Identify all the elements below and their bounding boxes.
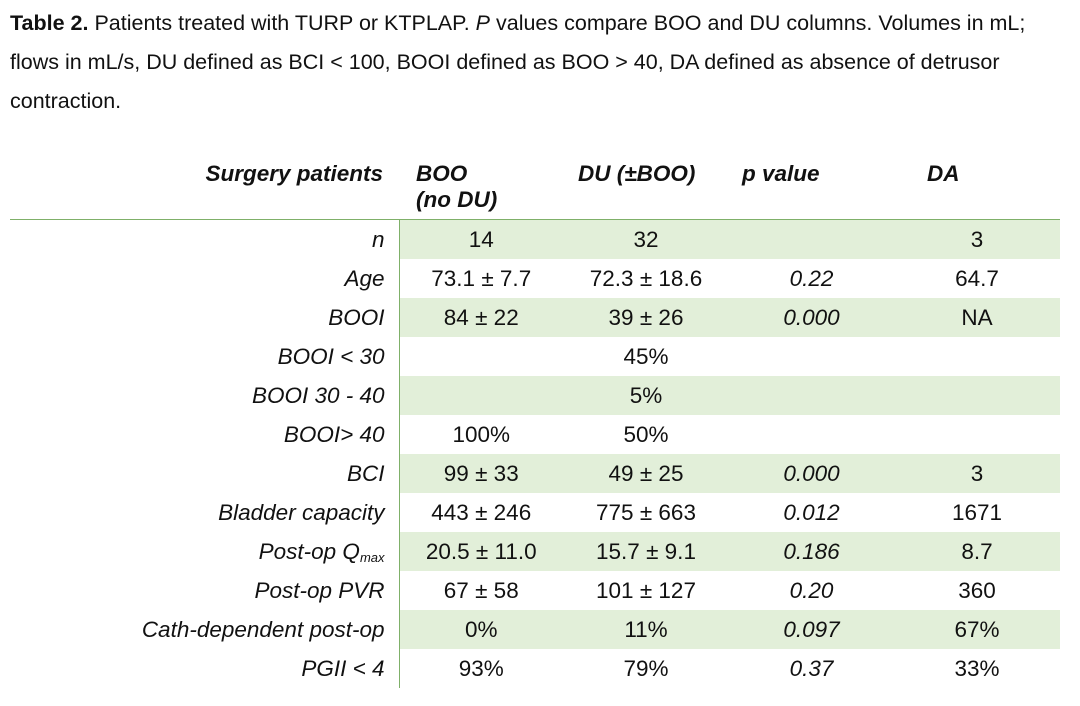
cell-boo — [399, 337, 563, 376]
cell-da — [894, 415, 1060, 454]
row-label: BOOI 30 - 40 — [10, 376, 400, 415]
cell-du: 32 — [563, 219, 729, 259]
cell-da: 33% — [954, 655, 1000, 681]
cell-da: 67% — [894, 610, 1060, 649]
caption-text-1: Patients treated with TURP or KTPLAP. — [88, 11, 476, 35]
cell-boo: 20.5 ± 11.0 — [399, 532, 563, 571]
cell-boo: 99 ± 33 — [399, 454, 563, 493]
cell-da: 64.7 — [955, 265, 999, 291]
cell-du: 15.7 ± 9.1 — [563, 532, 729, 571]
cell-p-value: 0.012 — [783, 499, 840, 525]
cell-boo — [399, 376, 563, 415]
table-caption: Table 2. Patients treated with TURP or K… — [10, 4, 1076, 121]
cell-du: 49 ± 25 — [563, 454, 729, 493]
cell-da: 3 — [894, 454, 1060, 493]
row-label: BOOI> 40 — [10, 415, 400, 454]
cell-da: 8.7 — [894, 532, 1060, 571]
cell-da: 3 — [894, 219, 1060, 259]
cell-p-value: 0.37 — [789, 655, 834, 681]
cell-du: 5% — [563, 376, 729, 415]
caption-text-2: values compare BOO and DU columns. Volum… — [10, 11, 1026, 113]
cell-du: 45% — [623, 343, 669, 369]
row-label: n — [10, 219, 400, 259]
cell-du: 101 ± 127 — [596, 577, 696, 603]
cell-boo: 73.1 ± 7.7 — [431, 265, 532, 291]
table-row: PGII < 4 93% 79% 0.37 33% — [10, 649, 1060, 688]
cell-p-value: 0.20 — [789, 577, 834, 603]
cell-da — [894, 337, 1060, 376]
cell-p-value: 0.097 — [729, 610, 894, 649]
table-label: Table 2. — [10, 11, 89, 35]
row-label-main: Post-op Q — [258, 538, 360, 564]
cell-du: 50% — [623, 421, 669, 447]
cell-da: 360 — [958, 577, 996, 603]
cell-p-value — [729, 219, 894, 259]
cell-boo: 14 — [399, 219, 563, 259]
table-row: Post-op Qmax 20.5 ± 11.0 15.7 ± 9.1 0.18… — [10, 532, 1060, 571]
cell-p-value: 0.186 — [729, 532, 894, 571]
cell-p-value: 0.000 — [729, 454, 894, 493]
header-surgery-patients: Surgery patients — [10, 160, 399, 220]
table-header-row: Surgery patients BOO (no DU) DU (±BOO) p … — [10, 160, 1060, 220]
row-label: Cath-dependent post-op — [10, 610, 400, 649]
cell-boo: 67 ± 58 — [443, 577, 519, 603]
row-label: BCI — [10, 454, 400, 493]
cell-boo: 100% — [452, 421, 511, 447]
results-table: Surgery patients BOO (no DU) DU (±BOO) p … — [10, 160, 1060, 688]
cell-du: 79% — [623, 655, 669, 681]
row-label: BOOI — [10, 298, 400, 337]
cell-p-value: 0.22 — [789, 265, 834, 291]
cell-du: 39 ± 26 — [563, 298, 729, 337]
table-row: BOOI < 30 45% — [10, 337, 1060, 376]
row-label: Age — [10, 259, 400, 298]
table-row: BCI 99 ± 33 49 ± 25 0.000 3 — [10, 454, 1060, 493]
cell-da — [894, 376, 1060, 415]
table-row: Age 73.1 ± 7.7 72.3 ± 18.6 0.22 64.7 — [10, 259, 1060, 298]
cell-du: 72.3 ± 18.6 — [589, 265, 703, 291]
cell-du: 775 ± 663 — [596, 499, 696, 525]
header-du: DU (±BOO) — [563, 160, 729, 220]
row-label-subscript: max — [359, 549, 385, 565]
table-row: Bladder capacity 443 ± 246 775 ± 663 0.0… — [10, 493, 1060, 532]
cell-da: NA — [894, 298, 1060, 337]
header-boo: BOO (no DU) — [399, 160, 563, 220]
cell-boo: 84 ± 22 — [399, 298, 563, 337]
table-row: BOOI 30 - 40 5% — [10, 376, 1060, 415]
caption-p-symbol: P — [475, 11, 491, 35]
header-boo-line1: BOO — [416, 161, 468, 186]
row-label: Post-op PVR — [10, 571, 400, 610]
row-label: PGII < 4 — [10, 649, 400, 688]
cell-p-value — [729, 337, 894, 376]
cell-du: 11% — [563, 610, 729, 649]
table-row: BOOI 84 ± 22 39 ± 26 0.000 NA — [10, 298, 1060, 337]
cell-da: 1671 — [951, 499, 1003, 525]
cell-p-value — [729, 415, 894, 454]
header-da: DA — [894, 160, 1060, 220]
row-label: BOOI < 30 — [10, 337, 400, 376]
cell-boo: 443 ± 246 — [431, 499, 532, 525]
row-label: Bladder capacity — [10, 493, 400, 532]
table-row: n 14 32 3 — [10, 219, 1060, 259]
header-p-value: p value — [729, 160, 894, 220]
header-boo-line2: (no DU) — [416, 187, 498, 212]
cell-boo: 93% — [458, 655, 504, 681]
cell-p-value: 0.000 — [729, 298, 894, 337]
cell-boo: 0% — [399, 610, 563, 649]
cell-p-value — [729, 376, 894, 415]
row-label: Post-op Qmax — [10, 532, 400, 571]
table-row: BOOI> 40 100% 50% — [10, 415, 1060, 454]
table-row: Cath-dependent post-op 0% 11% 0.097 67% — [10, 610, 1060, 649]
table-row: Post-op PVR 67 ± 58 101 ± 127 0.20 360 — [10, 571, 1060, 610]
